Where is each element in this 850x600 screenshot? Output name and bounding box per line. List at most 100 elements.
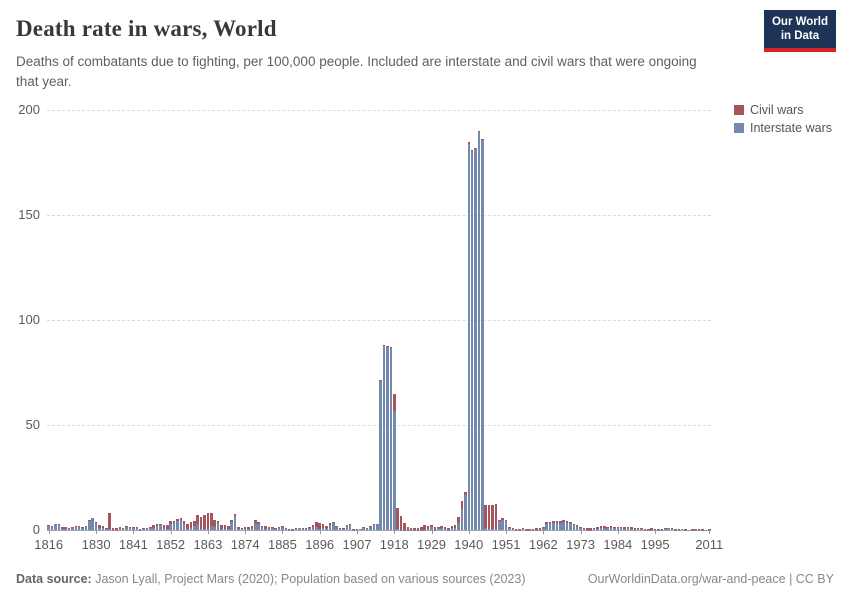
bar-1837[interactable] [118,527,122,530]
bar-1989[interactable] [633,527,637,530]
bar-1883[interactable] [274,527,277,530]
bar-1961[interactable] [538,527,542,530]
bar-1996[interactable] [657,529,660,530]
bar-1860[interactable] [196,515,200,530]
bar-1948[interactable] [494,503,498,530]
bar-1919[interactable] [396,508,399,530]
bar-1912[interactable] [372,523,376,530]
bar-1875[interactable] [247,527,250,530]
bar-1885[interactable] [281,526,284,530]
bar-1928[interactable] [426,525,430,530]
bar-1895[interactable] [315,521,318,530]
bar-1981[interactable] [606,526,609,530]
bar-1887[interactable] [287,528,291,530]
bar-1925[interactable] [416,527,420,530]
bar-1828[interactable] [88,520,91,530]
bar-1876[interactable] [250,526,254,530]
bar-1991[interactable] [640,527,643,530]
bar-1853[interactable] [172,520,176,530]
bar-1937[interactable] [457,517,460,530]
bar-1873[interactable] [240,527,244,530]
bar-1969[interactable] [565,520,569,530]
bar-1946[interactable] [487,505,491,530]
bar-2010[interactable] [704,529,708,530]
bar-1950[interactable] [501,518,504,530]
bar-2003[interactable] [680,528,684,530]
bar-1855[interactable] [179,518,183,530]
bar-1977[interactable] [592,527,596,530]
bar-1915[interactable] [382,345,386,530]
bar-2004[interactable] [684,529,687,530]
bar-2008[interactable] [697,529,701,530]
bar-1830[interactable] [94,521,98,530]
bar-1852[interactable] [169,520,172,530]
bar-1907[interactable] [355,528,359,530]
bar-1824[interactable] [74,526,78,530]
bar-1820[interactable] [60,527,64,530]
bar-1967[interactable] [558,520,562,530]
owid-logo[interactable]: Our World in Data [763,10,836,52]
bar-1934[interactable] [447,527,450,530]
bar-1940[interactable] [467,141,471,530]
bar-1893[interactable] [308,527,311,530]
bar-1944[interactable] [481,139,484,530]
bar-1856[interactable] [182,520,186,530]
bar-1868[interactable] [223,525,227,530]
bar-1968[interactable] [562,520,565,530]
bar-1863[interactable] [206,513,210,530]
bar-1941[interactable] [470,149,474,530]
bar-1931[interactable] [437,526,440,530]
bar-1976[interactable] [589,527,592,530]
bar-1816[interactable] [47,525,50,530]
bar-1839[interactable] [125,525,128,530]
bar-1998[interactable] [663,527,667,530]
bar-1963[interactable] [545,522,548,530]
bar-1858[interactable] [189,522,193,530]
bar-1870[interactable] [230,519,233,530]
bar-1984[interactable] [616,526,620,530]
bar-2009[interactable] [701,529,704,530]
bar-1960[interactable] [535,527,538,530]
bar-1827[interactable] [84,526,88,530]
bar-1899[interactable] [328,523,332,530]
bar-1918[interactable] [392,393,396,530]
bar-1979[interactable] [599,526,603,530]
bar-1818[interactable] [54,523,57,530]
bar-1844[interactable] [142,528,145,530]
bar-1841[interactable] [132,527,135,530]
bar-1850[interactable] [162,524,166,530]
bar-1916[interactable] [386,346,389,530]
bar-1924[interactable] [413,528,416,530]
bar-1935[interactable] [450,526,454,530]
bar-1994[interactable] [650,528,653,530]
bar-1892[interactable] [304,527,308,530]
bar-1902[interactable] [338,527,342,530]
bar-1832[interactable] [101,526,105,530]
bar-2007[interactable] [694,529,698,530]
bar-1982[interactable] [609,526,613,530]
bar-1829[interactable] [91,518,94,530]
bar-1888[interactable] [291,528,294,530]
bar-1890[interactable] [298,527,301,530]
bar-1932[interactable] [440,526,443,530]
bar-1939[interactable] [464,492,467,530]
bar-1956[interactable] [521,527,525,530]
bar-1904[interactable] [345,524,349,530]
bar-1952[interactable] [508,527,511,530]
bar-1953[interactable] [511,528,515,530]
bar-1866[interactable] [216,520,220,530]
bar-2000[interactable] [670,527,674,530]
bar-1842[interactable] [135,526,139,530]
legend-item-civil-wars[interactable]: Civil wars [734,103,832,117]
bar-1955[interactable] [518,528,521,530]
bar-1945[interactable] [484,504,487,530]
bar-1879[interactable] [260,525,264,530]
bar-1949[interactable] [497,519,501,530]
bar-1917[interactable] [389,347,393,530]
bar-2001[interactable] [674,528,677,530]
bar-1901[interactable] [335,525,338,530]
bar-1903[interactable] [342,527,345,530]
bar-1861[interactable] [199,517,203,530]
bar-1834[interactable] [108,512,111,530]
bar-1923[interactable] [409,527,413,530]
